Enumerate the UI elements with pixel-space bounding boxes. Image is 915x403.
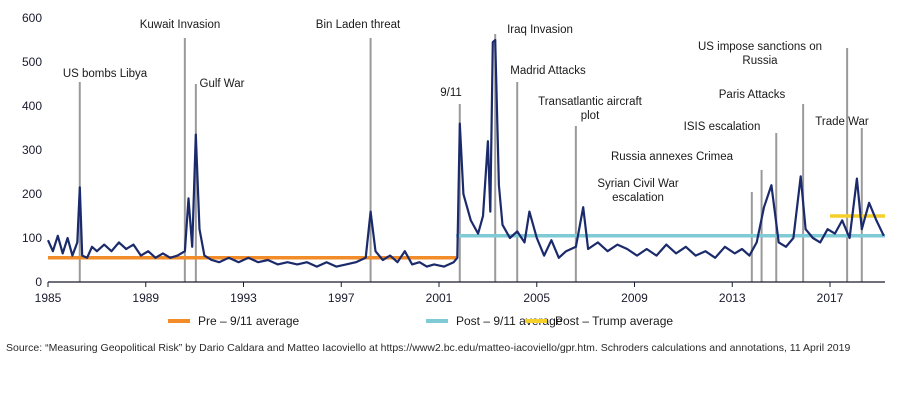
annotation-label: ISIS escalation [684, 121, 761, 133]
y-tick-label: 100 [22, 231, 42, 245]
annotation-label: Bin Laden threat [316, 19, 401, 31]
annotation-label: Transatlantic aircraft [538, 96, 643, 108]
annotation-label: Paris Attacks [719, 89, 786, 101]
annotation-label: 9/11 [440, 87, 462, 99]
annotation-label: US impose sanctions on [698, 41, 822, 53]
y-tick-label: 500 [22, 55, 42, 69]
legend: Pre – 9/11 average Post – 9/11 averagePos… [168, 314, 673, 328]
annotation-label: Russia annexes Crimea [611, 151, 734, 163]
x-tick-label: 1989 [132, 291, 159, 305]
y-tick-label: 200 [22, 187, 42, 201]
legend-label: Pre – 9/11 average [198, 314, 300, 328]
series-layer [46, 38, 885, 268]
annotation-label: plot [581, 110, 600, 122]
annotation-label: Madrid Attacks [510, 65, 586, 77]
y-tick-label: 400 [22, 99, 42, 113]
legend-label: Post – 9/11 average [456, 314, 563, 328]
annotation-label: Syrian Civil War [597, 178, 679, 190]
x-tick-label: 1985 [35, 291, 62, 305]
x-tick-label: 1997 [328, 291, 355, 305]
axes: 1985 1989 1993 1997 2001 2005 2009 2013 2017 0 100… [22, 11, 885, 305]
x-tick-label: 2013 [719, 291, 746, 305]
series-line [46, 38, 885, 268]
annotation-label: Trade War [815, 116, 869, 128]
x-tick-label: 2001 [426, 291, 453, 305]
annotation-labels: US bombs Libya Kuwait Invasion Gulf War Bin… [63, 19, 869, 204]
annotation-label: US bombs Libya [63, 68, 148, 80]
annotation-label: Kuwait Invasion [140, 19, 221, 31]
average-lines [48, 214, 885, 260]
x-tick-label: 2005 [523, 291, 550, 305]
source-note: Source: “Measuring Geopolitical Risk” by… [6, 342, 851, 354]
legend-label: Post – Trump average [555, 314, 673, 328]
x-tick-label: 1993 [230, 291, 257, 305]
y-tick-label: 600 [22, 11, 42, 25]
geopolitical-risk-chart: 1985 1989 1993 1997 2001 2005 2009 2013 2017 0 100… [22, 11, 885, 328]
x-tick-label: 2017 [817, 291, 844, 305]
y-tick-label: 300 [22, 143, 42, 157]
annotation-label: Gulf War [200, 78, 245, 90]
y-tick-label: 0 [35, 275, 42, 289]
annotation-label: Russia [742, 55, 778, 67]
annotation-label: Iraq Invasion [507, 24, 573, 36]
x-tick-label: 2009 [621, 291, 648, 305]
annotation-label: escalation [612, 192, 664, 204]
